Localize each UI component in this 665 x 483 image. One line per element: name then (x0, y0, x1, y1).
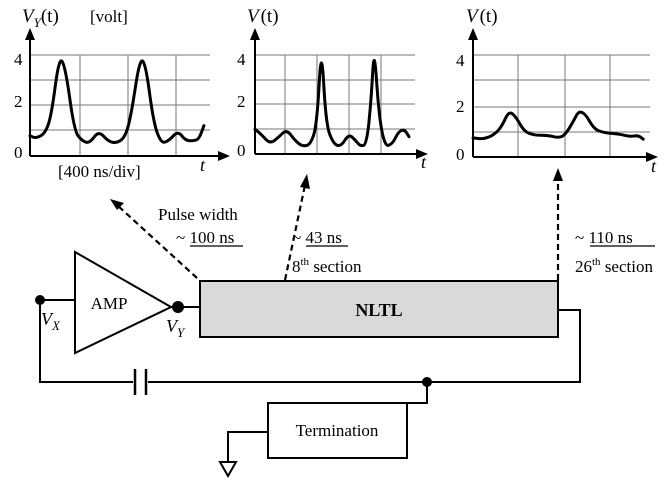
plot-26th-section-waveform: 4 2 0 t V (t) (456, 6, 658, 176)
section8-delay: ~ 43 ns (292, 228, 342, 247)
vx-label: VX (41, 309, 61, 333)
section26-delay: ~ 110 ns (575, 228, 633, 247)
termination-block (267, 402, 408, 459)
x-axis-arrow (646, 152, 658, 162)
y-axis-label: V (t) (247, 6, 279, 27)
waveform-line (253, 59, 411, 148)
capacitor (133, 369, 148, 395)
unit-label: [volt] (90, 7, 128, 26)
waveform-line (28, 59, 206, 145)
plot-8th-section-waveform: 4 2 0 t V (t) (237, 6, 428, 172)
x-axis-label: t (651, 156, 657, 176)
plot-grid (472, 54, 650, 157)
amplifier-block (74, 250, 174, 355)
x-axis-arrow (416, 149, 428, 159)
y-tick-label: 0 (14, 143, 23, 162)
plot-vy-waveform: 4 2 0 t VY(t) [volt] [400 ns/div] (14, 6, 230, 181)
y-tick-label: 4 (456, 51, 465, 70)
probe-arrow-26th-section (553, 168, 563, 280)
vy-label: VY (166, 316, 186, 340)
probe-arrow-amp-output (110, 199, 198, 279)
y-tick-label: 2 (14, 92, 23, 111)
nltl-block (199, 280, 559, 338)
vx-node (35, 295, 45, 305)
y-tick-label: 4 (237, 50, 246, 69)
section8-label: 8th section (292, 256, 362, 276)
amp-label: AMP (91, 294, 128, 313)
y-axis-label: VY(t) (22, 6, 59, 30)
pulse-width-label: Pulse width (158, 205, 238, 224)
section26-label: 26th section (575, 256, 653, 276)
feedback-wire-right (148, 309, 581, 383)
x-axis-arrow (218, 151, 230, 161)
ground-icon (218, 461, 238, 479)
timebase-label: [400 ns/div] (58, 162, 141, 181)
y-axis-arrow (25, 28, 35, 40)
y-tick-label: 0 (237, 141, 246, 160)
y-axis-label: V (t) (466, 6, 498, 27)
y-axis-arrow (250, 28, 260, 40)
waveform-line (471, 110, 645, 141)
termination-label: Termination (296, 421, 379, 440)
vy-node (172, 301, 184, 313)
y-tick-label: 4 (14, 50, 23, 69)
ground-wire (227, 431, 268, 462)
pulse-width-value: ~ 100 ns (176, 228, 234, 247)
plot-grid (254, 54, 415, 154)
y-tick-label: 2 (237, 92, 246, 111)
termination-wire (407, 382, 428, 404)
probe-arrow-8th-section (283, 174, 310, 281)
nltl-label: NLTL (355, 300, 402, 320)
x-axis-label: t (421, 152, 427, 172)
x-axis-label: t (200, 155, 206, 175)
feedback-wire-left (39, 300, 133, 383)
y-tick-label: 2 (456, 97, 465, 116)
y-axis-arrow (468, 28, 478, 40)
y-tick-label: 0 (456, 145, 465, 164)
junction-node (422, 377, 432, 387)
